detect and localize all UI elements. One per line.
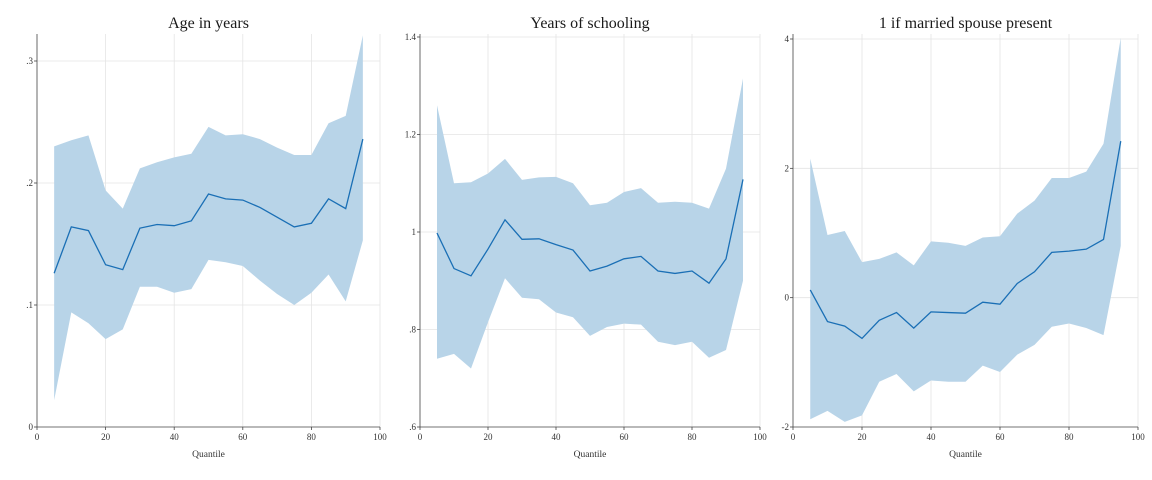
estimate-line [53, 138, 364, 274]
x-tick-label: 40 [927, 432, 937, 442]
x-tick-label: 20 [101, 432, 111, 442]
x-tick-label: 60 [238, 432, 248, 442]
chart-panel-2: Years of schooling .6 .8 1 1.2 1.4 0 20 40 60 80 10… [405, 15, 768, 460]
x-tick-label: 20 [484, 432, 494, 442]
y-tick-label: .1 [26, 300, 33, 310]
chart-title: 1 if married spouse present [879, 15, 1053, 32]
x-tick-label: 40 [552, 432, 562, 442]
confidence-band [810, 37, 1121, 422]
y-tick-label: 1.2 [405, 130, 416, 140]
y-tick-label: -2 [782, 422, 790, 432]
x-tick-label: 100 [373, 432, 387, 442]
x-tick-label: 80 [688, 432, 698, 442]
x-tick-label: 20 [858, 432, 868, 442]
x-axis-label: Quantile [192, 450, 225, 460]
chart-title: Years of schooling [530, 15, 649, 32]
x-tick-label: 0 [418, 432, 423, 442]
y-tick-label: 0 [29, 422, 34, 432]
confidence-band [54, 35, 363, 401]
y-tick-label: .6 [409, 422, 416, 432]
x-tick-label: 0 [791, 432, 796, 442]
chart-title: Age in years [168, 15, 249, 32]
y-tick-label: 1 [412, 227, 417, 237]
x-tick-label: 80 [307, 432, 317, 442]
x-tick-label: 80 [1065, 432, 1075, 442]
x-tick-label: 60 [996, 432, 1006, 442]
x-tick-label: 100 [1131, 432, 1145, 442]
estimate-line [436, 179, 744, 285]
y-tick-label: 4 [785, 34, 790, 44]
x-tick-label: 40 [170, 432, 180, 442]
x-axis-label: Quantile [949, 450, 982, 460]
confidence-band [437, 78, 743, 369]
estimate-line [809, 141, 1122, 340]
x-tick-label: 60 [620, 432, 630, 442]
y-tick-label: .8 [409, 325, 416, 335]
y-tick-label: 2 [785, 163, 790, 173]
x-tick-label: 0 [35, 432, 40, 442]
y-tick-label: 0 [785, 293, 790, 303]
chart-panel-1: Age in years 0 .1 .2 .3 0 20 40 60 80 100 Quantile [26, 15, 387, 460]
x-axis-label: Quantile [574, 450, 607, 460]
y-tick-label: .2 [26, 178, 33, 188]
y-tick-label: 1.4 [405, 32, 417, 42]
x-tick-label: 100 [753, 432, 767, 442]
y-tick-label: .3 [26, 56, 33, 66]
